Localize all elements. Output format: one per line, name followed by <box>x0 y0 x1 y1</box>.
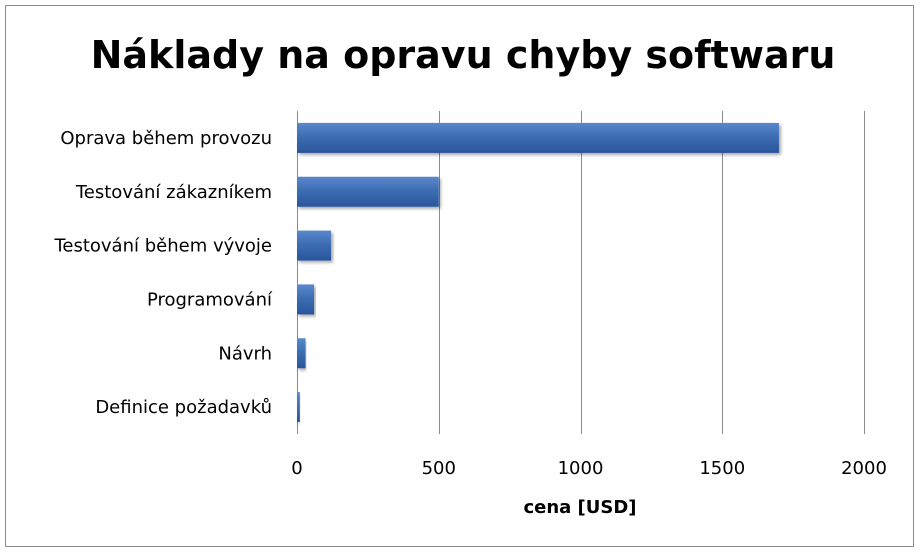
gridlines <box>297 111 865 434</box>
x-tick-label: 1500 <box>699 458 745 479</box>
bar <box>297 284 315 315</box>
chart-title: Náklady na opravu chyby softwaru <box>91 33 836 77</box>
category-label: Testování během vývoje <box>53 236 272 257</box>
category-labels: Oprava během provozu Testování zákazníkem… <box>53 128 273 418</box>
chart-frame <box>5 5 914 547</box>
x-tick-label: 500 <box>422 458 456 479</box>
x-tick-labels: 0 500 1000 1500 2000 <box>291 458 887 479</box>
category-label: Návrh <box>218 343 272 364</box>
bar <box>297 338 306 369</box>
category-label: Testování zákazníkem <box>75 182 272 203</box>
x-tick-label: 1000 <box>558 458 604 479</box>
x-tick-label: 0 <box>291 458 302 479</box>
category-label: Oprava během provozu <box>60 128 272 149</box>
bar <box>297 230 332 261</box>
category-label: Programování <box>147 289 273 310</box>
bar <box>297 122 779 153</box>
bar <box>297 176 439 207</box>
bars <box>297 122 779 423</box>
x-axis-title: cena [USD] <box>523 497 636 518</box>
bar <box>297 392 300 423</box>
category-label: Definice požadavků <box>95 397 272 418</box>
x-tick-label: 2000 <box>841 458 887 479</box>
